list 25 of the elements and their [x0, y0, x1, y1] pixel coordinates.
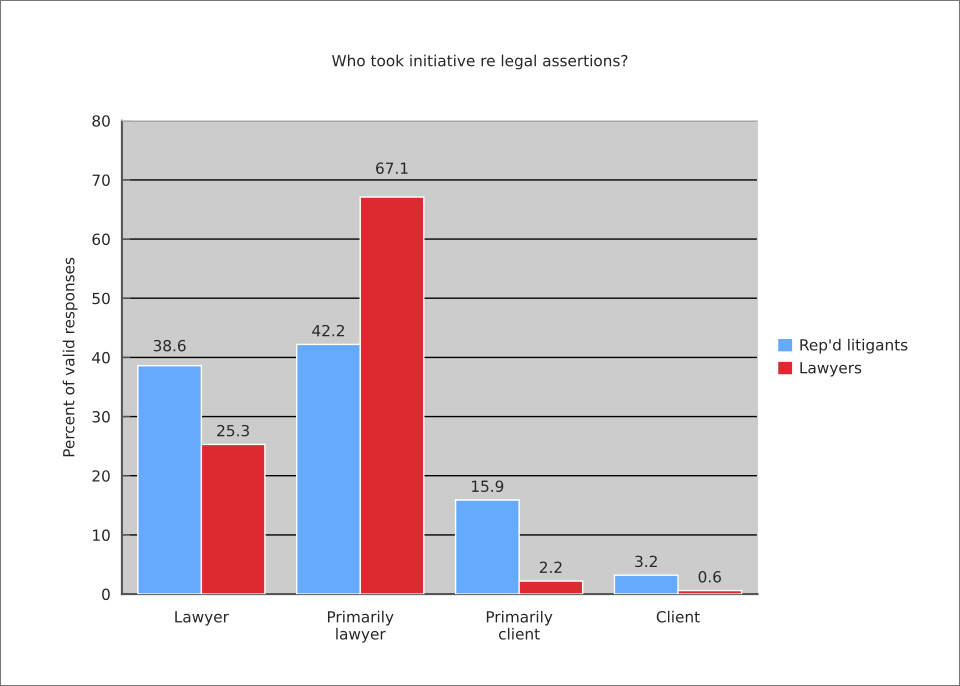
data-label: 15.9	[472, 480, 504, 492]
data-label: 0.6	[698, 571, 721, 583]
y-axis-title: Percent of valid responses	[62, 258, 78, 456]
x-tick-label: Primarily client	[486, 610, 552, 640]
legend-label: Rep'd litigants	[800, 338, 908, 354]
y-tick-label: 80	[92, 115, 110, 127]
x-tick-label: Client	[656, 610, 700, 623]
y-tick-label: 60	[92, 234, 110, 246]
data-label: 3.2	[635, 556, 657, 568]
y-tick-label: 30	[92, 411, 110, 423]
y-tick-label: 40	[92, 352, 110, 364]
legend-label: Lawyers	[800, 362, 862, 376]
data-label: 2.2	[540, 562, 562, 573]
chart-title: Who took initiative re legal assertions?	[332, 54, 628, 70]
data-label: 25.3	[217, 424, 249, 436]
x-tick-label: Lawyer	[175, 611, 229, 626]
y-tick-label: 20	[92, 470, 110, 482]
data-label: 67.1	[376, 162, 408, 174]
y-tick-label: 10	[93, 529, 110, 541]
y-tick-label: 0	[102, 588, 110, 600]
data-label: 38.6	[154, 340, 186, 352]
y-tick-label: 50	[92, 292, 110, 304]
x-tick-label: Primarily lawyer	[328, 610, 394, 643]
data-label: 42.2	[312, 324, 344, 336]
y-tick-label: 70	[92, 174, 110, 186]
